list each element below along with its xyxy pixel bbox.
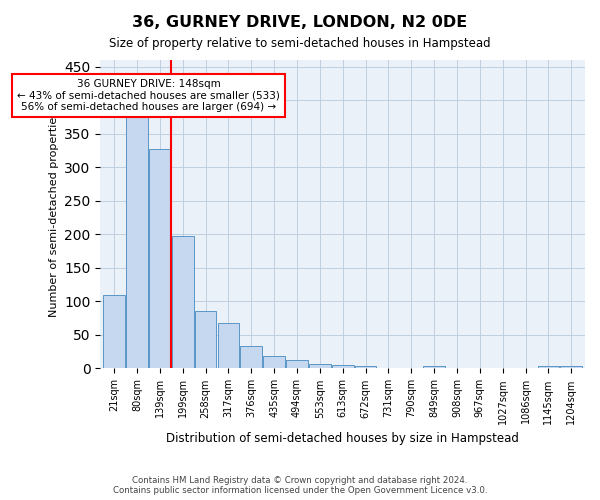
Bar bbox=[263, 356, 285, 368]
Bar bbox=[103, 294, 125, 368]
Bar bbox=[309, 364, 331, 368]
Bar bbox=[218, 323, 239, 368]
Text: 36, GURNEY DRIVE, LONDON, N2 0DE: 36, GURNEY DRIVE, LONDON, N2 0DE bbox=[133, 15, 467, 30]
Bar bbox=[149, 148, 170, 368]
Bar bbox=[172, 236, 194, 368]
Bar bbox=[126, 117, 148, 368]
Bar bbox=[538, 366, 559, 368]
Y-axis label: Number of semi-detached properties: Number of semi-detached properties bbox=[49, 111, 59, 317]
Bar bbox=[423, 366, 445, 368]
Bar bbox=[332, 365, 353, 368]
Text: Size of property relative to semi-detached houses in Hampstead: Size of property relative to semi-detach… bbox=[109, 38, 491, 51]
X-axis label: Distribution of semi-detached houses by size in Hampstead: Distribution of semi-detached houses by … bbox=[166, 432, 519, 445]
Bar bbox=[560, 366, 582, 368]
Bar bbox=[194, 312, 217, 368]
Text: 36 GURNEY DRIVE: 148sqm
← 43% of semi-detached houses are smaller (533)
56% of s: 36 GURNEY DRIVE: 148sqm ← 43% of semi-de… bbox=[17, 79, 280, 112]
Bar bbox=[241, 346, 262, 368]
Text: Contains HM Land Registry data © Crown copyright and database right 2024.
Contai: Contains HM Land Registry data © Crown c… bbox=[113, 476, 487, 495]
Bar bbox=[355, 366, 376, 368]
Bar bbox=[286, 360, 308, 368]
